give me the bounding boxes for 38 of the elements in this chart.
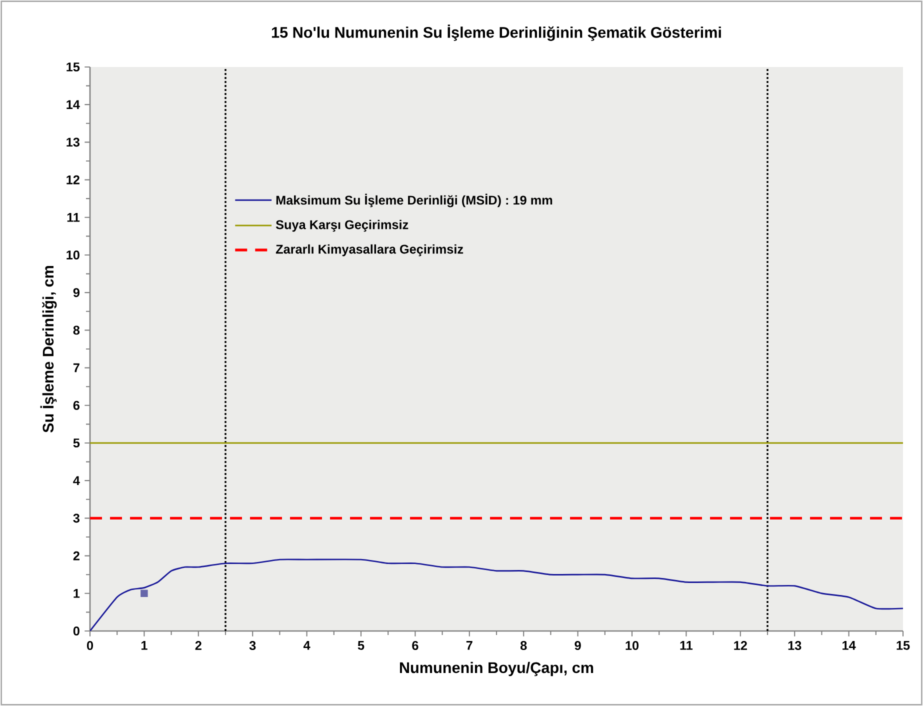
- chart-title: 15 No'lu Numunenin Su İşleme Derinliğinin Şematik Gösterimi: [272, 24, 721, 41]
- y-tick-label: 2: [73, 551, 80, 560]
- x-tick-label: 3: [249, 641, 256, 650]
- y-tick-label: 9: [73, 288, 80, 298]
- y-tick-label: 8: [73, 326, 80, 335]
- y-tick-label: 13: [66, 138, 80, 147]
- x-tick-label: 9: [574, 641, 581, 650]
- legend-label: Maksimum Su İşleme Derinliği (MSİD) : 19 mm: [276, 194, 552, 208]
- y-tick-label: 12: [66, 175, 80, 184]
- x-tick-label: 8: [520, 641, 527, 650]
- x-tick-label: 12: [734, 641, 747, 650]
- y-tick-label: 7: [73, 363, 80, 372]
- y-axis-title: Su İşleme Derinliği, cm: [40, 266, 57, 432]
- y-tick-label: 15: [66, 62, 80, 72]
- x-tick-label: 0: [86, 641, 94, 650]
- y-tick-label: 6: [73, 400, 80, 410]
- y-tick-label: 10: [66, 250, 80, 260]
- x-tick-label: 1: [141, 641, 148, 650]
- y-tick-label: 4: [73, 476, 80, 485]
- y-tick-label: 14: [66, 100, 80, 109]
- legend-label: Suya Karşı Geçirimsiz: [276, 220, 408, 232]
- x-axis-title: Numunenin Boyu/Çapı, cm: [400, 662, 594, 676]
- x-tick-label: 15: [896, 641, 910, 650]
- legend-label: Zararlı Kimyasallara Geçirimsiz: [276, 244, 464, 256]
- y-tick-label: 11: [67, 213, 80, 222]
- x-tick-label: 13: [788, 641, 802, 650]
- x-tick-label: 5: [358, 641, 364, 650]
- x-tick-label: 11: [680, 641, 693, 650]
- x-tick-label: 14: [842, 641, 856, 650]
- y-tick-label: 1: [74, 589, 80, 598]
- x-tick-label: 4: [303, 641, 310, 650]
- y-tick-label: 5: [73, 438, 80, 448]
- x-tick-label: 10: [626, 641, 639, 650]
- y-tick-label: 3: [73, 514, 80, 523]
- x-tick-label: 6: [412, 641, 418, 650]
- y-tick-label: 0: [73, 626, 80, 636]
- x-tick-label: 7: [466, 641, 472, 650]
- x-tick-label: 2: [195, 641, 202, 650]
